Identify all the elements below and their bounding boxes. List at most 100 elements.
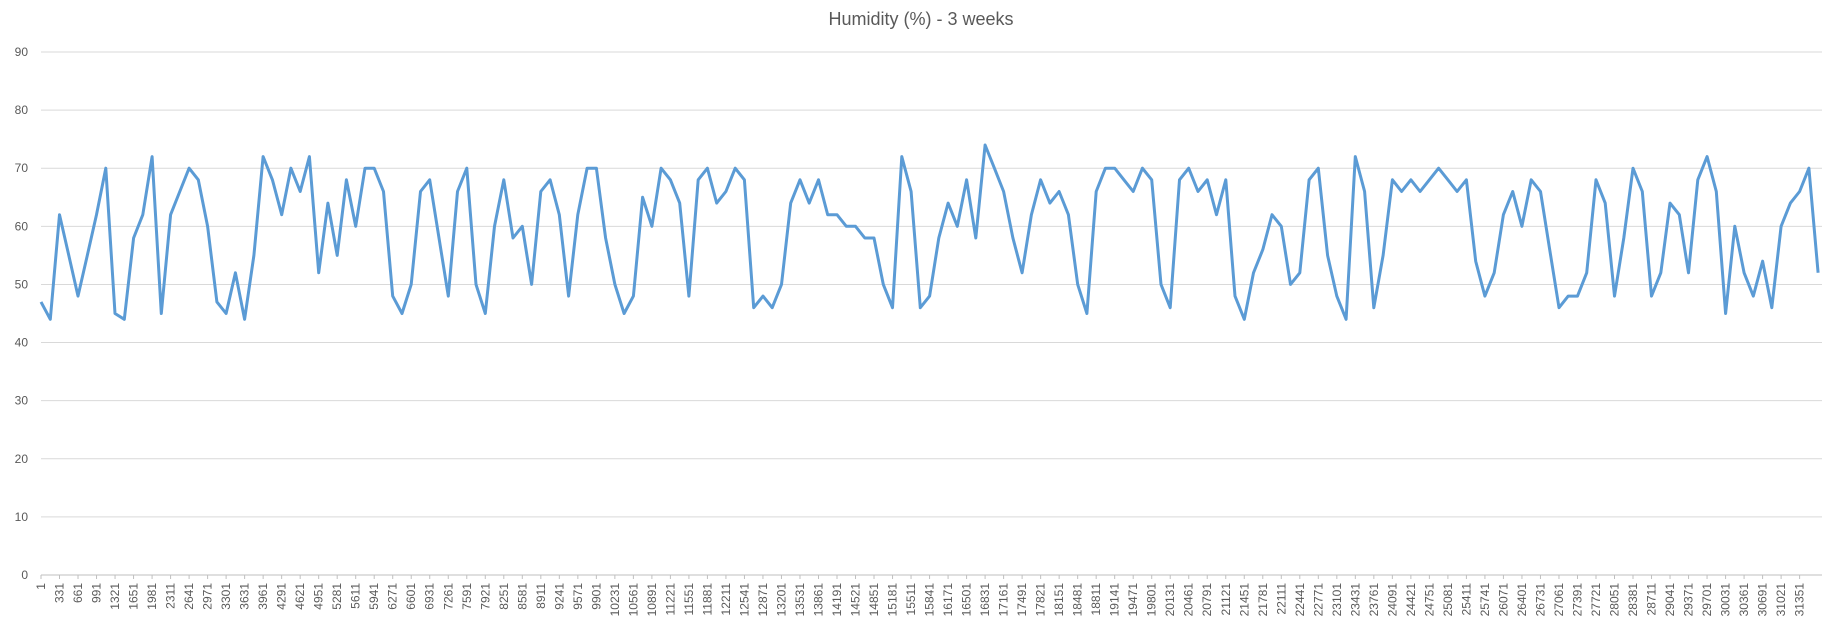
x-tick-label: 3301: [219, 583, 233, 610]
x-tick-label: 28051: [1608, 583, 1622, 617]
x-tick-label: 15511: [904, 583, 918, 616]
y-tick-label: 40: [15, 336, 29, 350]
x-tick-label: 15841: [923, 583, 937, 617]
x-tick-label: 18811: [1089, 583, 1103, 616]
x-tick-label: 24751: [1422, 583, 1436, 617]
x-tick-label: 22771: [1311, 583, 1325, 617]
x-tick-label: 13531: [793, 583, 807, 617]
x-tick-label: 14521: [849, 583, 863, 617]
x-tick-label: 6931: [423, 583, 437, 610]
x-tick-label: 8251: [497, 583, 511, 610]
x-tick-label: 19801: [1145, 583, 1159, 617]
x-tick-label: 5281: [330, 583, 344, 610]
x-tick-label: 14191: [830, 583, 844, 617]
x-tick-label: 19141: [1108, 583, 1122, 617]
x-tick-label: 8581: [515, 583, 529, 610]
x-tick-label: 21781: [1256, 583, 1270, 617]
x-tick-label: 7591: [460, 583, 474, 610]
x-tick-label: 12541: [737, 583, 751, 617]
x-tick-label: 331: [53, 583, 67, 603]
x-tick-label: 28711: [1645, 583, 1659, 616]
x-tick-label: 20131: [1163, 583, 1177, 617]
x-tick-label: 23101: [1330, 583, 1344, 617]
x-tick-label: 16831: [978, 583, 992, 617]
x-tick-label: 11221: [663, 583, 677, 616]
x-tick-label: 3631: [238, 583, 252, 610]
x-tick-label: 29041: [1663, 583, 1677, 617]
x-tick-label: 13201: [774, 583, 788, 617]
y-tick-label: 20: [15, 452, 29, 466]
x-tick-label: 2971: [201, 583, 215, 610]
x-tick-label: 20791: [1200, 583, 1214, 617]
x-tick-label: 2311: [164, 583, 178, 609]
x-tick-label: 31351: [1793, 583, 1807, 617]
x-tick-label: 1981: [145, 583, 159, 610]
x-tick-label: 1: [34, 583, 48, 590]
x-tick-label: 9901: [589, 583, 603, 610]
x-tick-label: 10231: [608, 583, 622, 617]
x-tick-label: 8911: [534, 583, 548, 609]
x-tick-label: 17161: [997, 583, 1011, 617]
x-tick-label: 26071: [1496, 583, 1510, 617]
x-tick-label: 13861: [811, 583, 825, 617]
x-tick-label: 23761: [1367, 583, 1381, 617]
x-tick-label: 24091: [1385, 583, 1399, 617]
chart-title: Humidity (%) - 3 weeks: [828, 9, 1013, 29]
x-tick-label: 16171: [941, 583, 955, 617]
x-tick-label: 3961: [256, 583, 270, 610]
x-tick-label: 17491: [1015, 583, 1029, 617]
x-tick-label: 16501: [960, 583, 974, 617]
x-tick-label: 4951: [312, 583, 326, 610]
x-tick-label: 25411: [1459, 583, 1473, 616]
x-tick-label: 25081: [1441, 583, 1455, 617]
x-tick-label: 6271: [386, 583, 400, 610]
x-tick-label: 19471: [1126, 583, 1140, 617]
x-tick-label: 30691: [1756, 583, 1770, 617]
y-tick-label: 10: [15, 510, 29, 524]
x-tick-label: 9241: [552, 583, 566, 610]
x-tick-label: 27721: [1589, 583, 1603, 617]
x-tick-label: 17821: [1034, 583, 1048, 617]
y-tick-label: 90: [15, 45, 29, 59]
x-tick-label: 4291: [275, 583, 289, 610]
x-tick-label: 12211: [719, 583, 733, 616]
x-tick-label: 21121: [1219, 583, 1233, 616]
x-tick-label: 24421: [1404, 583, 1418, 617]
x-tick-label: 5941: [367, 583, 381, 610]
x-tick-label: 10561: [626, 583, 640, 617]
x-tick-label: 12871: [756, 583, 770, 617]
x-tick-label: 25741: [1478, 583, 1492, 617]
x-tick-label: 6601: [404, 583, 418, 610]
x-tick-label: 23431: [1348, 583, 1362, 617]
x-tick-label: 1651: [127, 583, 141, 610]
x-tick-label: 11551: [682, 583, 696, 616]
x-tick-label: 29371: [1682, 583, 1696, 617]
x-tick-label: 7261: [441, 583, 455, 610]
data-line: [39, 143, 1820, 321]
x-tick-label: 28381: [1626, 583, 1640, 617]
x-tick-label: 26401: [1515, 583, 1529, 617]
x-tick-label: 22441: [1293, 583, 1307, 617]
x-tick-label: 2641: [182, 583, 196, 610]
y-tick-label: 70: [15, 161, 29, 175]
x-tick-label: 21451: [1237, 583, 1251, 617]
x-tick-label: 15181: [886, 583, 900, 617]
x-tick-label: 18151: [1052, 583, 1066, 617]
x-tick-label: 4621: [293, 583, 307, 610]
y-tick-label: 50: [15, 277, 29, 291]
x-tick-label: 27391: [1570, 583, 1584, 617]
x-tick-label: 30031: [1719, 583, 1733, 617]
x-tick-label: 5611: [349, 583, 363, 609]
x-tick-label: 14851: [867, 583, 881, 617]
x-tick-label: 1321: [108, 583, 122, 610]
x-tick-label: 29701: [1700, 583, 1714, 617]
x-tick-label: 7921: [478, 583, 492, 610]
x-tick-label: 11881: [700, 583, 714, 616]
y-tick-label: 80: [15, 103, 29, 117]
x-tick-label: 9571: [571, 583, 585, 610]
x-tick-label: 661: [71, 583, 85, 603]
x-tick-label: 10891: [645, 583, 659, 617]
x-tick-label: 22111: [1274, 583, 1288, 615]
